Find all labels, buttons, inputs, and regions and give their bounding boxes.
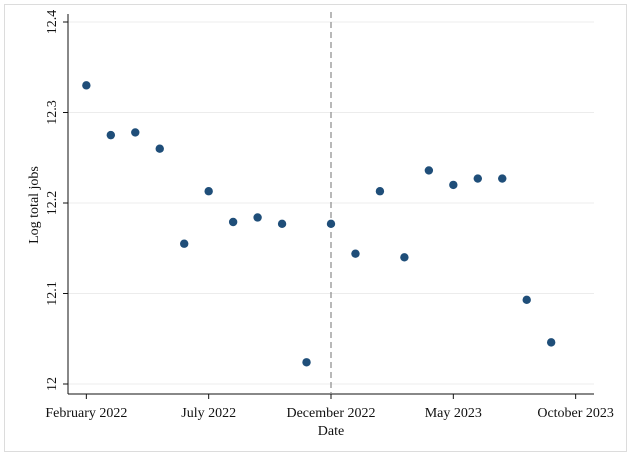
axes [63,14,594,399]
data-point [228,217,238,227]
data-point [375,187,385,196]
y-tick-label: 12.3 [45,100,60,125]
y-tick-label: 12 [45,377,60,391]
y-tick-label: 12.2 [45,191,60,216]
data-point [424,166,434,175]
x-tick-label: December 2022 [286,406,375,421]
y-tick-label: 12.1 [45,281,60,306]
data-point [449,180,458,190]
data-point [106,130,116,140]
data-points [82,81,556,367]
data-point [473,174,482,183]
data-point [277,219,287,229]
data-point [302,358,311,367]
chart-frame [4,4,627,452]
x-axis-title: Date [318,424,344,439]
y-axis-title: Log total jobs [27,166,42,244]
x-tick-label: October 2023 [537,406,614,421]
x-tick-label: May 2023 [425,406,482,421]
data-point [204,187,213,196]
data-point [131,128,140,137]
data-point [400,253,409,262]
data-point [82,81,91,90]
x-tick-label: February 2022 [45,406,127,421]
data-point [155,144,164,153]
tick-labels: 12 12.1 12.2 12.3 12.4 February 2022 July 2022… [45,10,614,421]
data-point [253,213,262,222]
data-point [546,338,556,347]
data-point [522,295,531,305]
y-tick-label: 12.4 [45,10,60,35]
data-point [180,239,189,248]
data-point [351,249,360,258]
data-point [326,219,336,229]
x-tick-label: July 2022 [181,406,236,421]
data-point [498,174,507,183]
